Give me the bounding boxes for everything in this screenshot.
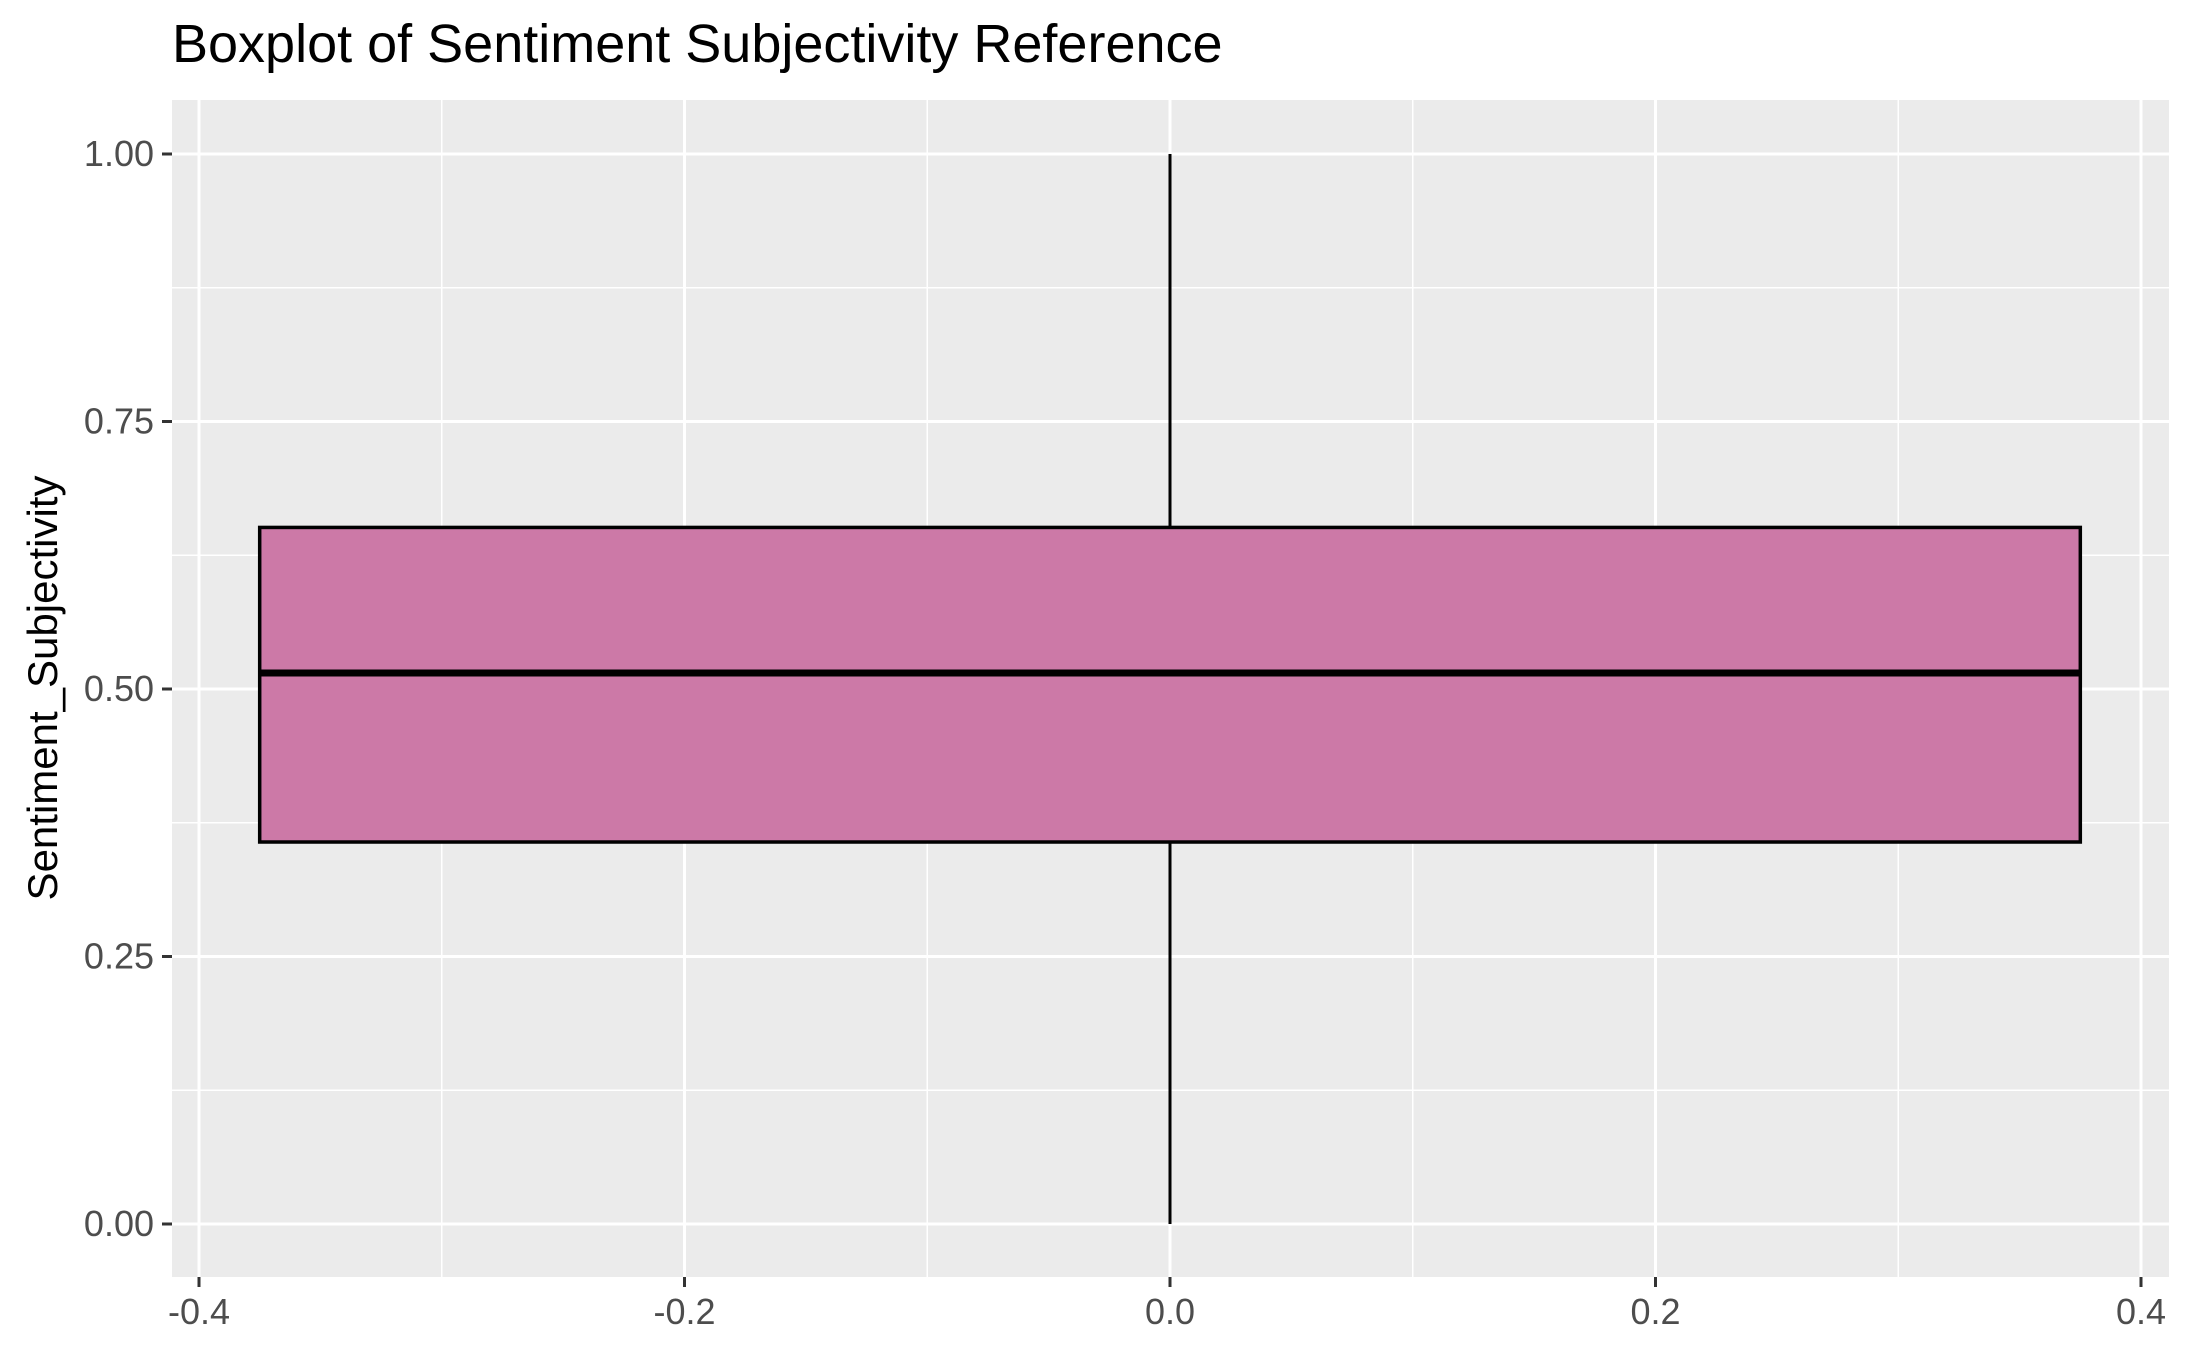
- y-tick-label: 0.75: [84, 401, 154, 442]
- y-tick-label: 0.00: [84, 1203, 154, 1244]
- y-axis-title: Sentiment_Subjectivity: [19, 476, 66, 901]
- chart-title: Boxplot of Sentiment Subjectivity Refere…: [172, 14, 1223, 74]
- x-tick-label: 0.2: [1630, 1291, 1680, 1332]
- x-axis: -0.4 -0.2 0.0 0.2 0.4: [168, 1277, 2166, 1332]
- x-tick-label: -0.4: [168, 1291, 230, 1332]
- interquartile-box: [257, 525, 2083, 844]
- x-tick-label: 0.4: [2116, 1291, 2166, 1332]
- x-tick-label: 0.0: [1145, 1291, 1195, 1332]
- y-tick-label: 0.50: [84, 668, 154, 709]
- y-tick-label: 0.25: [84, 936, 154, 977]
- boxplot-group: [257, 154, 2083, 1224]
- y-tick-label: 1.00: [84, 133, 154, 174]
- x-tick-label: -0.2: [653, 1291, 715, 1332]
- y-axis: 0.00 0.25 0.50 0.75 1.00: [84, 133, 172, 1244]
